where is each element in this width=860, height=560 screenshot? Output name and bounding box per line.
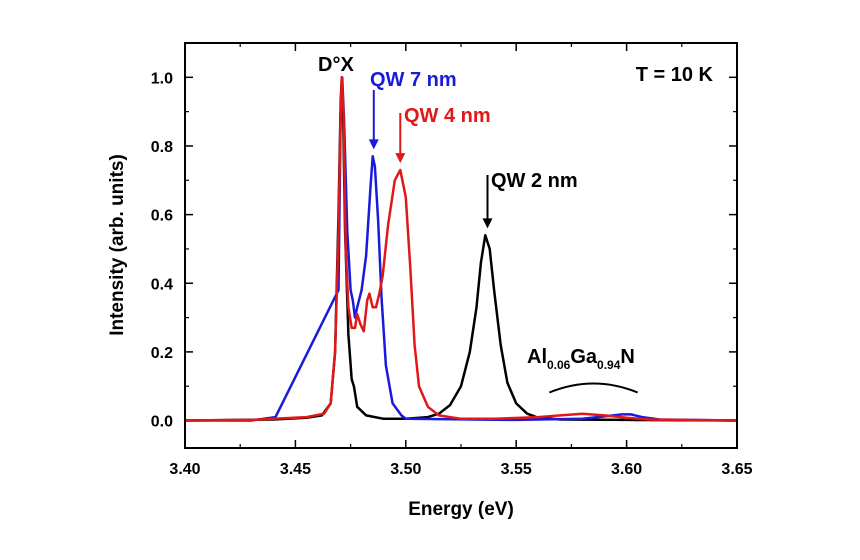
qw4-arrow-head xyxy=(395,153,406,164)
qw7-arrow-head xyxy=(368,139,379,150)
x-tick-label: 3.45 xyxy=(280,461,311,478)
data-curves xyxy=(184,76,738,422)
y-tick-label: 0.6 xyxy=(151,208,173,225)
qw2-label: QW 2 nm xyxy=(491,170,578,192)
plot-frame xyxy=(184,42,738,449)
alloy-label: Al0.06Ga0.94N xyxy=(527,346,635,372)
series-qw-4-nm xyxy=(184,76,738,422)
x-tick-label: 3.65 xyxy=(721,461,752,478)
qw7-label: QW 7 nm xyxy=(370,69,457,91)
x-tick-label: 3.55 xyxy=(501,461,532,478)
alloy-n: N xyxy=(620,346,634,368)
qw2-arrow-head xyxy=(482,218,493,229)
alloy-al: Al xyxy=(527,346,547,368)
y-tick-label: 0.4 xyxy=(151,276,173,293)
y-tick-label: 0.0 xyxy=(151,414,173,431)
y-tick-label: 1.0 xyxy=(151,70,173,87)
alloy-sub-1: 0.06 xyxy=(547,358,571,372)
x-tick-label: 3.50 xyxy=(390,461,421,478)
x-axis-title: Energy (eV) xyxy=(408,499,514,520)
series-qw-7-nm xyxy=(185,76,738,422)
qw4-label: QW 4 nm xyxy=(404,105,491,127)
x-tick-label: 3.60 xyxy=(611,461,642,478)
y-axis-title: Intensity (arb. units) xyxy=(107,154,128,336)
x-tick-label: 3.40 xyxy=(169,461,200,478)
annotations: D°X QW 7 nm QW 4 nm QW 2 nm xyxy=(318,54,639,394)
temperature-label: T = 10 K xyxy=(636,64,714,86)
dox-label: D°X xyxy=(318,54,354,76)
alloy-sub-2: 0.94 xyxy=(597,358,621,372)
y-tick-label: 0.2 xyxy=(151,345,173,362)
alloy-bracket xyxy=(548,382,639,394)
tick-labels: 3.40 3.45 3.50 3.55 3.60 3.65 0.0 0.2 0.4 0.6 0.8 1… xyxy=(151,70,753,478)
series-qw-2-nm xyxy=(184,76,738,422)
y-tick-label: 0.8 xyxy=(151,139,173,156)
alloy-ga: Ga xyxy=(570,346,598,368)
